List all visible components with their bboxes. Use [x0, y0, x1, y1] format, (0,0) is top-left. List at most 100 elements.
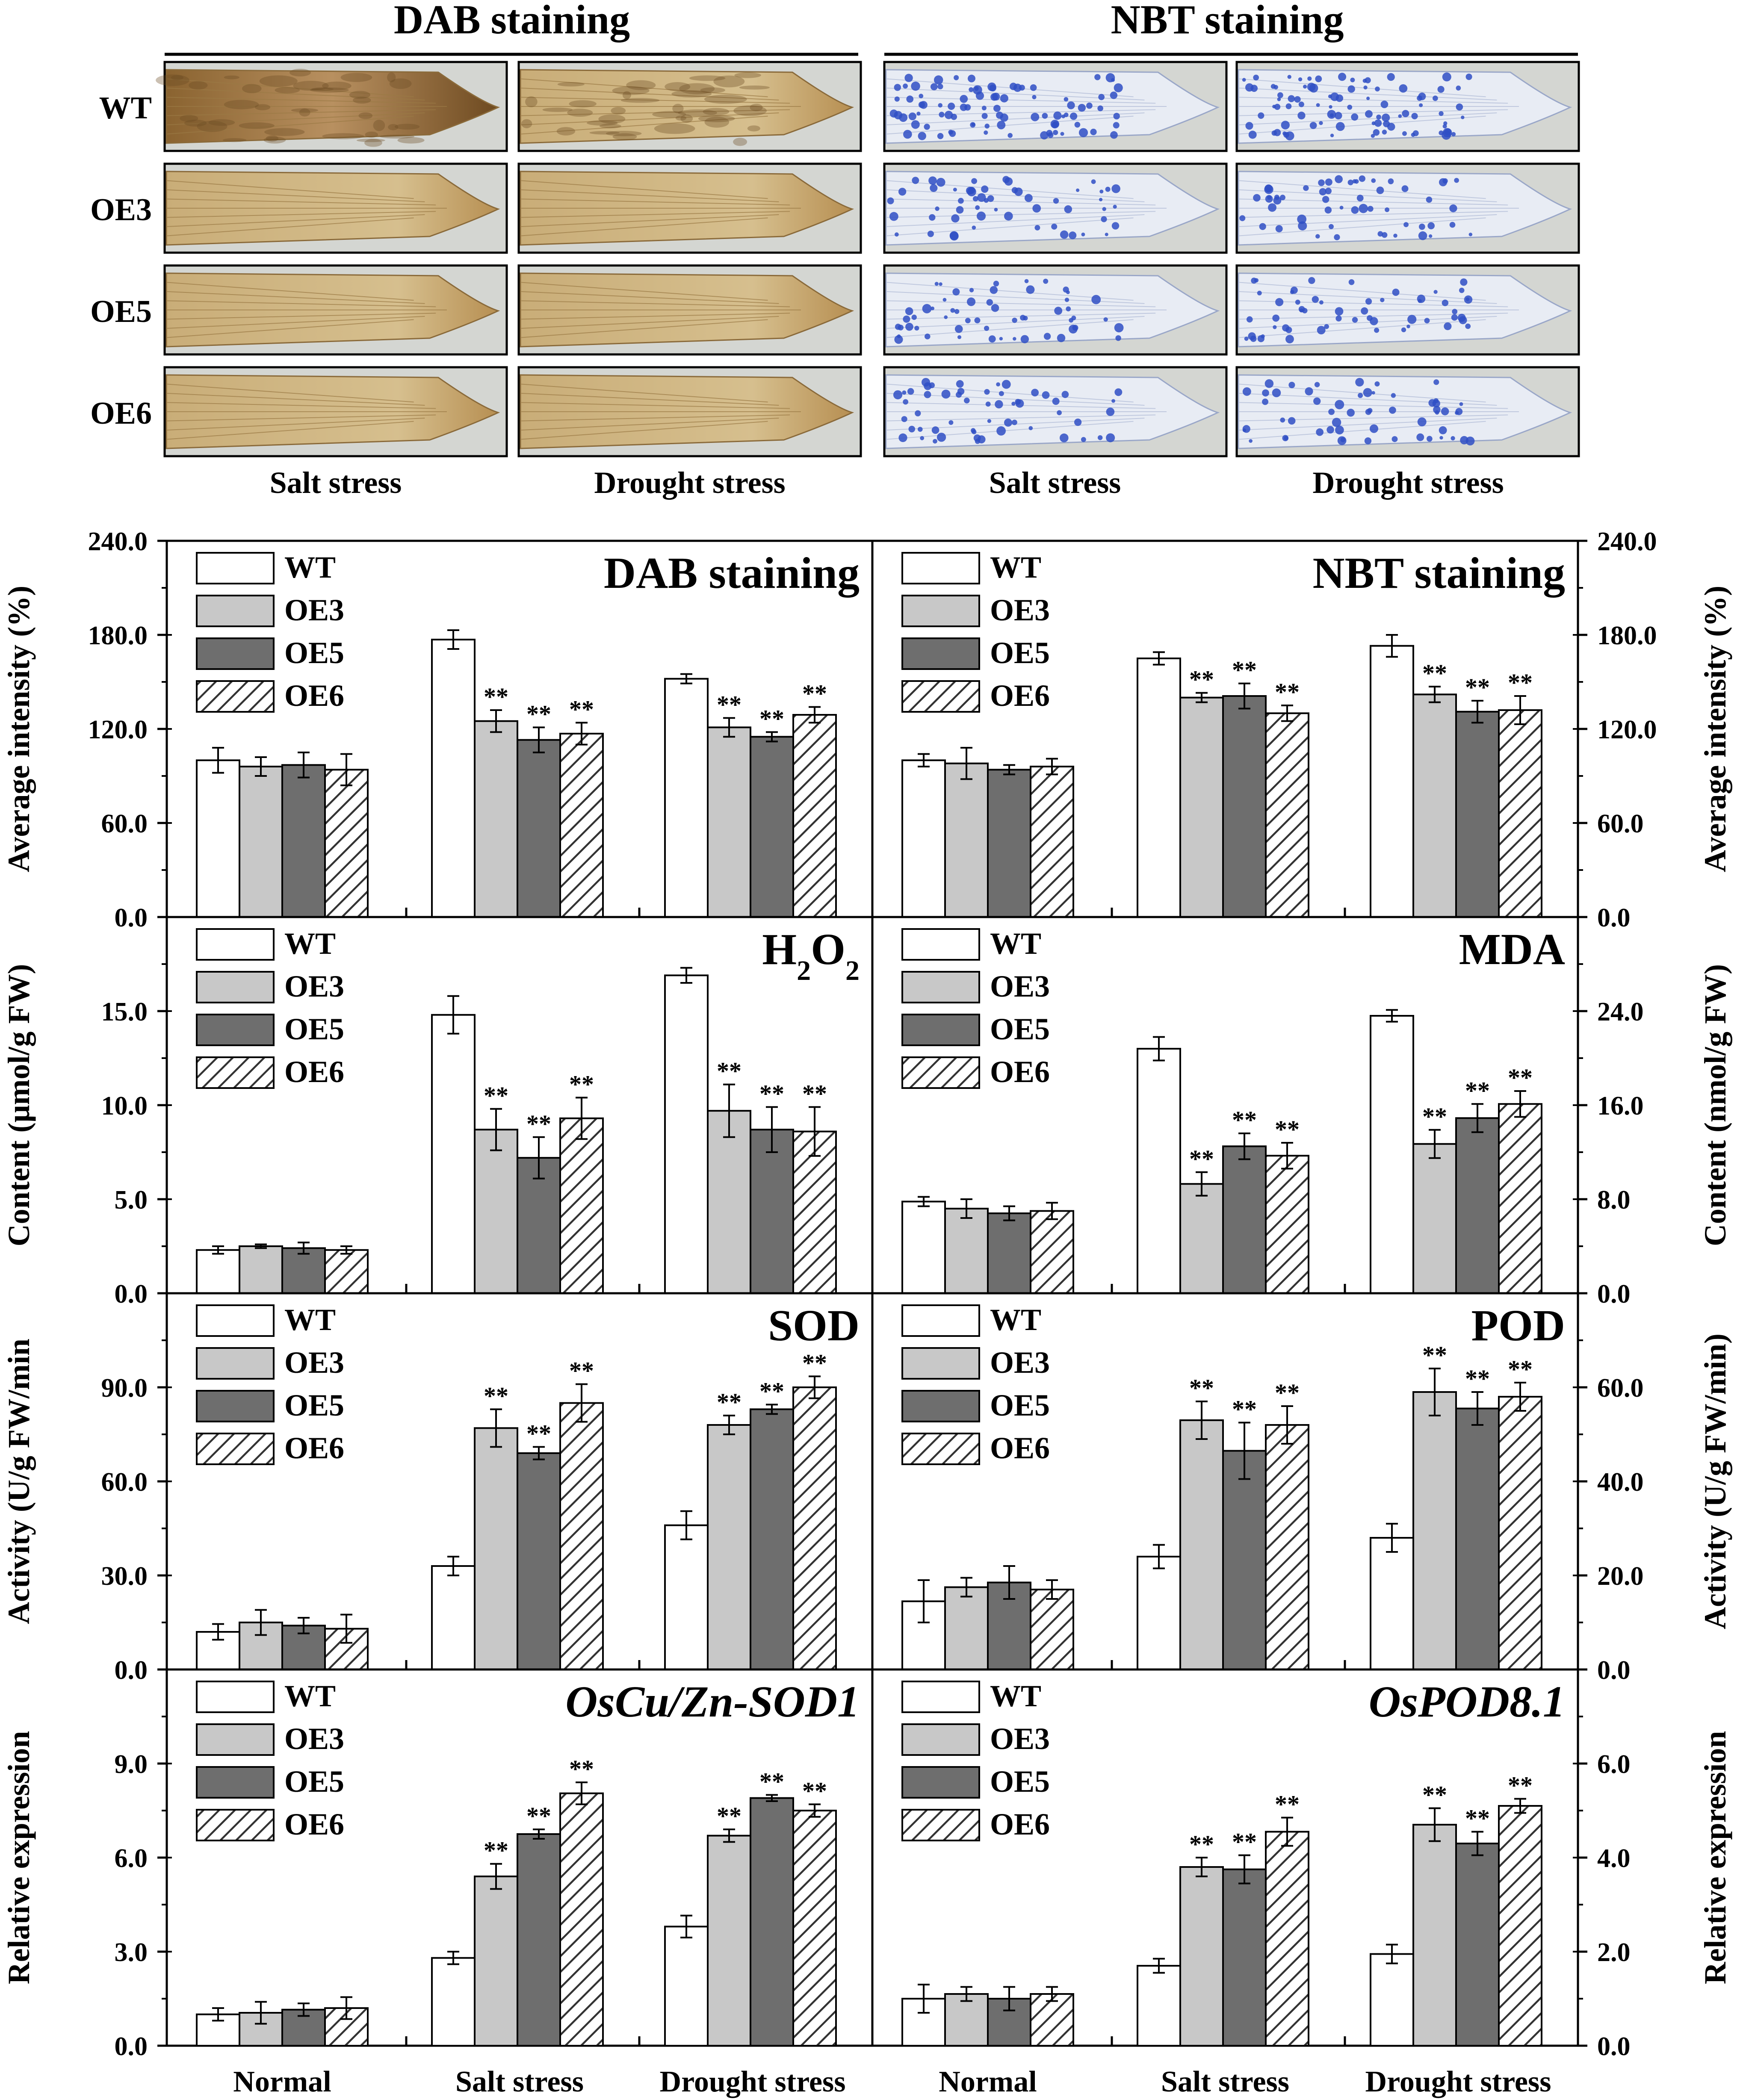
y-tick-label: 6.0	[115, 1844, 148, 1873]
dab-stain-patch	[364, 139, 382, 147]
leaf-vein	[521, 109, 790, 116]
nbt-stain-spot	[971, 428, 976, 433]
nbt-stain-spot	[1106, 407, 1115, 416]
legend-label-wt: WT	[284, 1679, 336, 1713]
nbt-stain-spot	[1042, 113, 1048, 119]
bar-wt-drought-stress	[664, 1524, 709, 1671]
nbt-stain-spot	[903, 315, 910, 323]
col-label-nbt-salt: Salt stress	[989, 466, 1121, 500]
dab-stain-patch	[626, 80, 656, 90]
leaf-vein	[521, 97, 790, 104]
nbt-stain-spot	[1002, 176, 1010, 183]
nbt-stain-spot	[972, 196, 978, 202]
nbt-stain-spot	[995, 400, 1003, 409]
nbt-stain-spot	[981, 113, 988, 119]
nbt-stain-spot	[1380, 298, 1385, 302]
nbt-stain-spot	[1297, 112, 1306, 120]
legend-label-wt: WT	[284, 550, 336, 584]
bar-wt-drought-stress	[664, 974, 709, 1294]
nbt-stain-spot	[986, 299, 993, 306]
nbt-stain-spot	[1316, 428, 1324, 436]
bar-oe6-drought-stress	[1498, 1805, 1542, 2047]
nbt-stain-spot	[954, 75, 959, 80]
y-tick-label: 60.0	[101, 809, 148, 838]
legend-label-wt: WT	[990, 1679, 1041, 1713]
nbt-stain-spot	[966, 186, 974, 195]
nbt-stain-spot	[1032, 204, 1041, 213]
nbt-stain-spot	[975, 91, 984, 100]
nbt-stain-spot	[942, 298, 947, 302]
nbt-stain-spot	[1456, 86, 1461, 91]
legend-swatch-wt	[196, 1304, 275, 1337]
y-tick-label: 0.0	[1597, 1656, 1631, 1685]
nbt-stain-spot	[887, 197, 894, 204]
chart-cuzn: 0.0 3.0 6.0 9.0 Relative expression ** ** ** ** *…	[2, 1668, 874, 2098]
y-tick-label: 0.0	[115, 903, 148, 932]
nbt-stain-spot	[1334, 112, 1342, 120]
nbt-stain-spot	[1099, 189, 1104, 194]
nbt-stain-spot	[1356, 195, 1364, 202]
legend-label-oe5: OE5	[284, 636, 344, 670]
nbt-stain-spot	[1454, 178, 1459, 183]
nbt-stain-spot	[1335, 425, 1344, 435]
nbt-stain-spot	[987, 419, 992, 423]
nbt-stain-spot	[917, 427, 923, 432]
dab-stain-patch	[224, 100, 259, 109]
leaf-image-wt-1	[517, 61, 862, 152]
bar-oe5-normal	[987, 1212, 1031, 1294]
dab-stain-patch	[671, 90, 712, 98]
significance-marker: **	[484, 1382, 508, 1410]
nbt-stain-spot	[919, 94, 924, 98]
nbt-stain-spot	[1091, 295, 1101, 304]
dab-stain-patch	[606, 130, 642, 136]
nbt-stain-spot	[1391, 393, 1396, 398]
nbt-stain-spot	[1290, 286, 1298, 294]
nbt-stain-spot	[1081, 437, 1086, 442]
y-tick-label: 0.0	[115, 1280, 148, 1309]
significance-marker: **	[1232, 1106, 1257, 1134]
leaf-vein	[886, 180, 1134, 199]
nbt-stain-spot	[1460, 278, 1468, 286]
nbt-stain-spot	[1307, 76, 1312, 81]
bar-oe3-salt-stress	[474, 1876, 518, 2047]
dab-stain-patch	[394, 124, 420, 130]
significance-marker: **	[759, 705, 784, 732]
legend-swatch-oe6	[196, 1056, 275, 1089]
leaf-image-oe5-0	[163, 264, 508, 356]
legend-label-wt: WT	[990, 550, 1041, 584]
nbt-stain-spot	[1335, 307, 1344, 316]
legend-swatch-wt	[196, 552, 275, 584]
nbt-stain-spot	[1377, 231, 1383, 237]
leaf-vein	[521, 414, 790, 422]
nbt-stain-spot	[977, 193, 986, 202]
dab-stain-patch	[388, 124, 399, 130]
bar-oe3-drought-stress	[1412, 693, 1457, 918]
nbt-stain-spot	[948, 102, 955, 110]
legend-label-oe3: OE3	[990, 1722, 1050, 1756]
legend-swatch-oe3	[196, 595, 275, 627]
leaf-vein	[167, 393, 425, 406]
nbt-stain-spot	[937, 83, 943, 89]
bar-oe6-salt-stress	[559, 733, 604, 918]
nbt-stain-spot	[1329, 113, 1334, 118]
significance-marker: **	[802, 680, 827, 708]
nbt-stain-spot	[1457, 313, 1466, 322]
dab-stain-patch	[713, 75, 745, 88]
bar-oe6-salt-stress	[1265, 1831, 1309, 2047]
nbt-stain-spot	[993, 105, 1001, 112]
nbt-stain-spot	[1424, 318, 1430, 324]
legend-swatch-oe6	[901, 1433, 980, 1465]
nbt-stain-spot	[1078, 128, 1088, 137]
leaf-vein	[167, 88, 425, 100]
nbt-stain-spot	[1305, 387, 1313, 395]
bar-wt-normal	[901, 759, 946, 918]
leaf-vein	[521, 214, 779, 227]
nbt-stain-spot	[1365, 409, 1371, 415]
legend-swatch-oe3	[901, 1723, 980, 1756]
bar-oe3-drought-stress	[1412, 1143, 1457, 1294]
y-tick-label: 4.0	[1597, 1844, 1631, 1873]
nbt-stain-spot	[937, 133, 944, 139]
legend-label-oe3: OE3	[284, 593, 344, 627]
leaf-vein	[1239, 97, 1508, 104]
leaf-image-oe3-0	[163, 162, 508, 254]
